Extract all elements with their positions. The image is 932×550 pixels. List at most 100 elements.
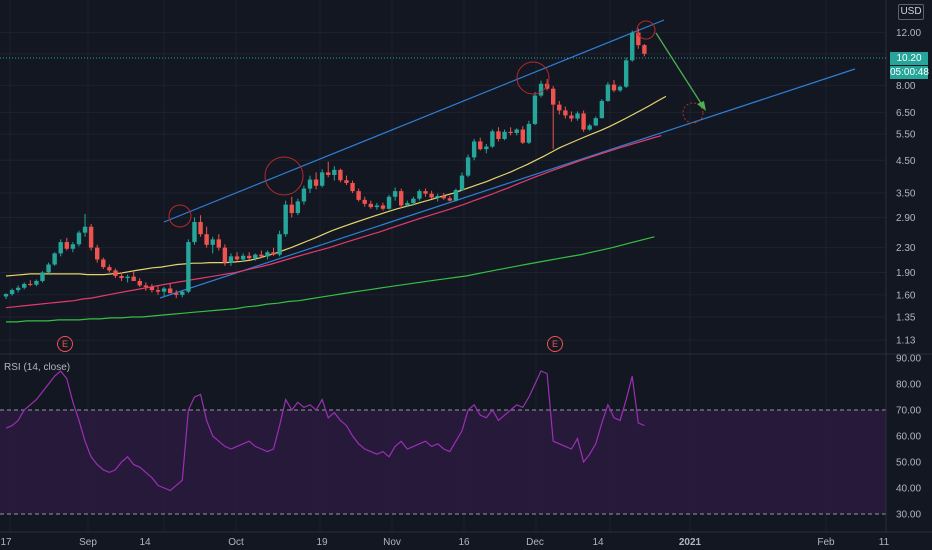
candle-body [76, 232, 82, 245]
price-tick-label: 12.00 [896, 28, 921, 39]
rsi-tick-label: 70.00 [896, 406, 921, 417]
candle-body [392, 191, 398, 197]
price-tick-label: 6.50 [896, 108, 916, 119]
annotation-circle-1 [168, 204, 192, 228]
candle-body [630, 32, 635, 61]
candle-body [313, 179, 319, 186]
candle-body [28, 283, 33, 285]
ma-short-line [5, 95, 667, 277]
candle-body [70, 244, 76, 249]
candle-body [386, 196, 392, 209]
time-tick-label: Nov [383, 537, 401, 548]
time-tick-label: Oct [228, 537, 244, 548]
candle-body [526, 123, 532, 143]
rsi-tick-label: 90.00 [896, 354, 921, 365]
annotation-circle-3 [516, 61, 550, 95]
candle-body [380, 205, 386, 209]
candle-body [563, 110, 568, 116]
candle-body [247, 255, 252, 259]
candle-body [423, 191, 428, 194]
candle-body [82, 226, 88, 233]
candle-body [277, 234, 282, 255]
candle-body [484, 146, 489, 150]
candle-body [295, 201, 301, 214]
candle-body [605, 84, 611, 101]
candle-body [538, 83, 544, 96]
candle-body [471, 141, 477, 158]
candle-body [508, 131, 513, 133]
currency-label[interactable]: USD [898, 4, 924, 20]
candle-body [3, 294, 9, 297]
channel-upper-line [163, 19, 665, 223]
candle-body [338, 169, 343, 181]
candle-body [478, 141, 483, 150]
target-arrow-line [655, 32, 705, 109]
rsi-title[interactable]: RSI (14, close) [4, 362, 71, 373]
rsi-axis: 90.00 80.00 70.00 60.00 50.00 40.00 30.00 [896, 354, 921, 521]
price-tick-label: 3.50 [896, 188, 916, 199]
rsi-line [5, 370, 645, 492]
candle-body [575, 113, 580, 119]
candle-body [22, 283, 27, 288]
candle-body [490, 131, 495, 147]
rsi-tick-label: 30.00 [896, 510, 921, 521]
candle-body [265, 252, 270, 257]
candle-body [636, 32, 641, 46]
candle-body [95, 247, 100, 260]
time-tick-label: Sep [79, 537, 97, 548]
ma-mid-line [5, 135, 662, 309]
candle-body [307, 179, 313, 189]
candle-body [569, 115, 574, 119]
candle-body [161, 288, 167, 292]
annotation-circle-2 [264, 156, 304, 196]
candle-body [332, 169, 337, 175]
candle-body [137, 280, 142, 286]
candle-body [623, 60, 629, 87]
candle-body [228, 256, 234, 263]
time-tick-label: 2021 [679, 537, 702, 548]
candle-body [453, 190, 459, 201]
rsi-tick-label: 60.00 [896, 432, 921, 443]
candle-body [143, 285, 149, 287]
rsi-tick-label: 40.00 [896, 484, 921, 495]
candle-body [34, 280, 39, 285]
time-axis[interactable]: 17 Sep 14 Oct 19 Nov 16 Dec 14 2021 Feb 11 [0, 537, 889, 548]
candle-body [186, 242, 191, 292]
ma-long-line [6, 236, 655, 323]
candle-body [289, 204, 294, 214]
price-axis: 12.00 8.00 6.50 5.50 4.50 3.50 2.90 2.30 1.90 1.6… [896, 28, 921, 346]
candle-body [399, 191, 404, 206]
candle-body [301, 188, 307, 202]
candle-body [174, 293, 179, 295]
candle-body [502, 131, 507, 139]
earnings-marker-2[interactable]: E [547, 336, 563, 352]
last-price-tag: 10.20 [890, 52, 928, 65]
candle-body [344, 180, 349, 183]
target-arrow-head [697, 101, 706, 111]
time-tick-label: Dec [526, 537, 544, 548]
candle-body [520, 129, 525, 143]
candle-body [642, 45, 647, 54]
price-tick-label: 1.90 [896, 268, 916, 279]
candle-body [368, 203, 373, 208]
price-tick-label: 2.30 [896, 243, 916, 254]
earnings-marker-1[interactable]: E [57, 336, 73, 352]
candle-body [64, 242, 69, 249]
candle-body [155, 290, 161, 292]
candle-body [435, 195, 440, 198]
candle-body [350, 182, 355, 192]
candle-body [125, 276, 130, 279]
time-tick-label: 19 [316, 537, 328, 548]
candle-body [9, 290, 15, 295]
candle-body [180, 291, 185, 295]
candle-body [599, 100, 605, 119]
candle-body [326, 172, 331, 175]
candlesticks [3, 28, 647, 299]
candle-body [356, 191, 361, 200]
rsi-tick-label: 50.00 [896, 458, 921, 469]
candle-body [192, 222, 197, 243]
candle-body [514, 129, 519, 133]
candle-body [465, 157, 471, 176]
candle-body [101, 259, 106, 268]
